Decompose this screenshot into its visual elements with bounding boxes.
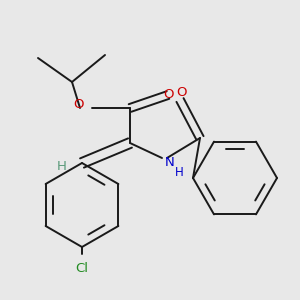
Text: O: O — [164, 88, 174, 101]
Text: O: O — [74, 98, 84, 112]
Text: H: H — [175, 166, 184, 178]
Text: H: H — [57, 160, 67, 173]
Text: Cl: Cl — [76, 262, 88, 275]
Text: O: O — [176, 86, 187, 100]
Text: N: N — [165, 157, 175, 169]
